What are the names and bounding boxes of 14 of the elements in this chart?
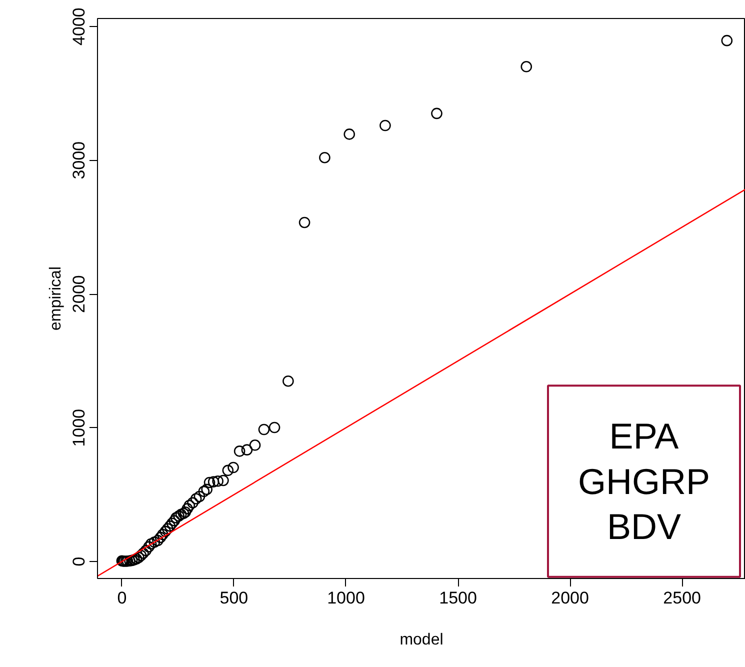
y-tick-label: 2000 xyxy=(70,275,88,313)
x-axis-title: model xyxy=(400,632,444,648)
y-tick-label: 3000 xyxy=(70,141,88,180)
y-tick-label: 1000 xyxy=(70,408,88,447)
x-tick-label: 0 xyxy=(117,588,127,608)
y-tick-label: 0 xyxy=(70,556,88,566)
x-tick-label: 1000 xyxy=(327,588,365,608)
x-tick-label: 2500 xyxy=(663,588,702,608)
x-tick-label: 500 xyxy=(220,588,248,608)
y-tick-label: 4000 xyxy=(70,8,88,46)
annotation: EPA GHGRP BDV xyxy=(578,416,710,547)
y-axis-title: empirical xyxy=(48,266,64,331)
x-tick-label: 2000 xyxy=(551,588,589,608)
x-tick-label: 1500 xyxy=(439,588,477,608)
